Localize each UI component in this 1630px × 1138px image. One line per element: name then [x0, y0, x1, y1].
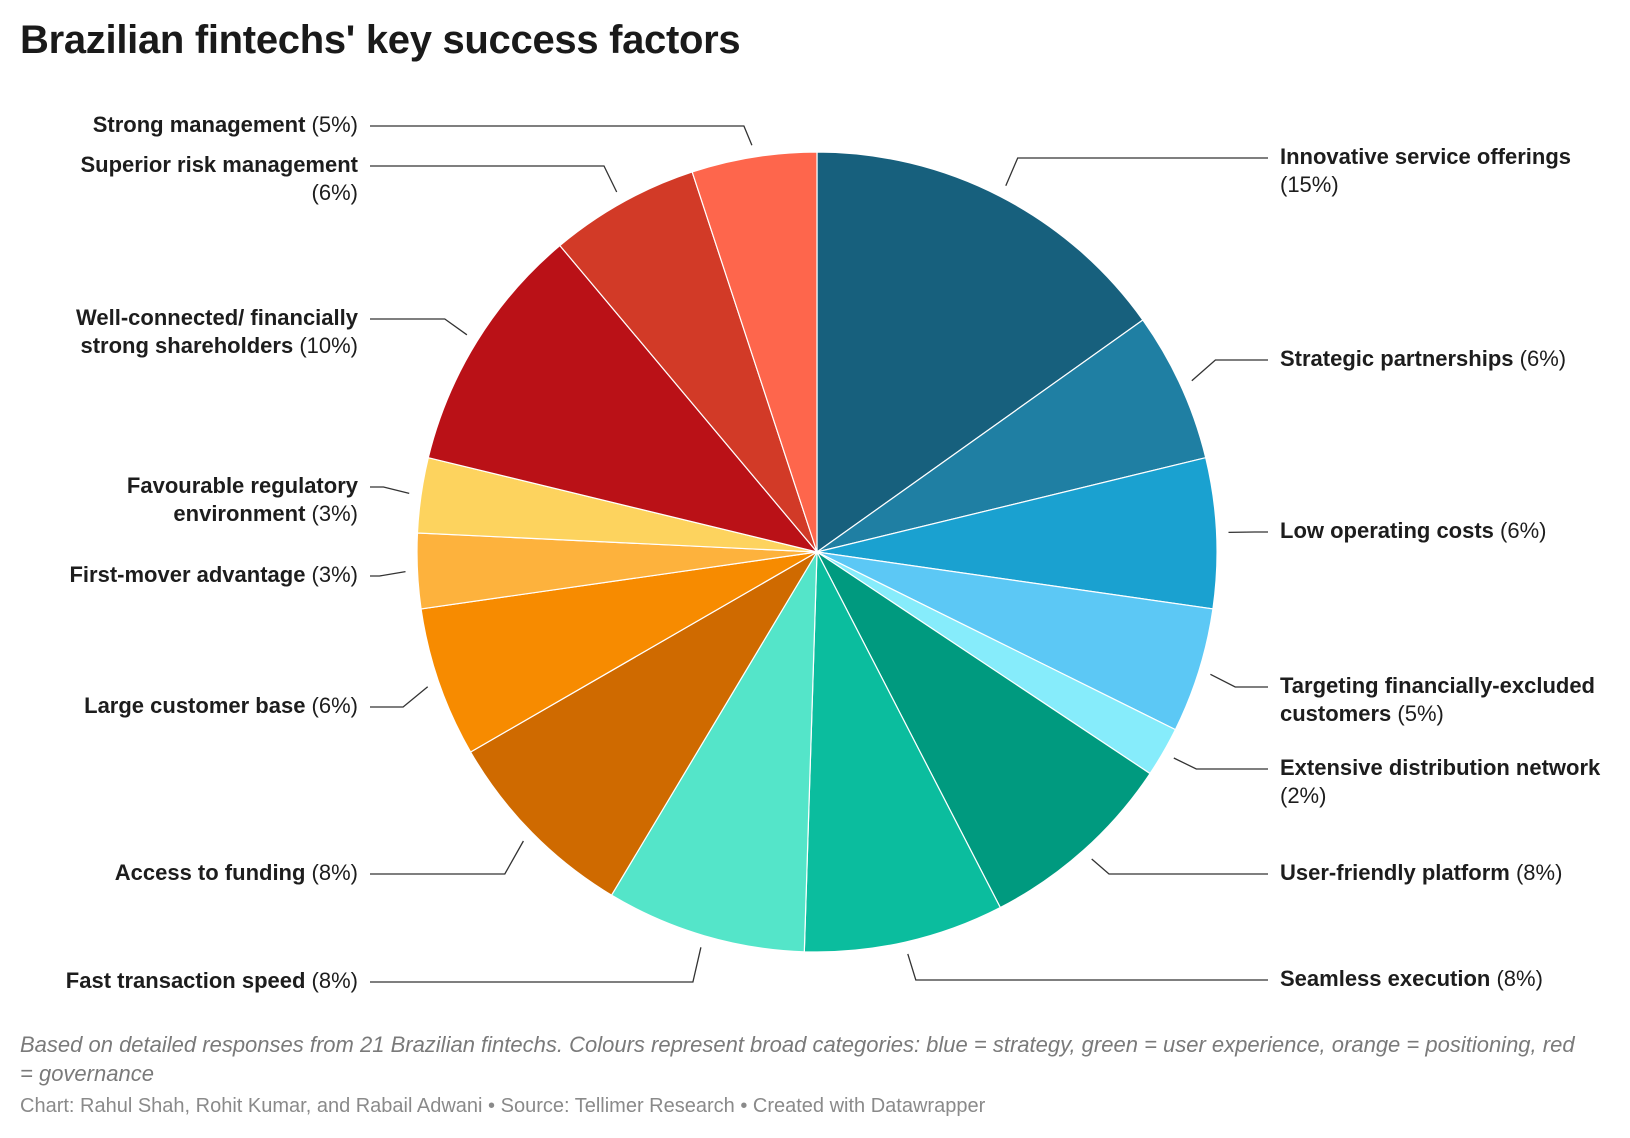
leader-lines: [370, 125, 1268, 983]
slice-label: Strategic partnerships (6%): [1280, 346, 1566, 371]
leader-line: [370, 125, 753, 146]
slice-label: Targeting financially-excluded customers …: [1280, 673, 1595, 726]
pie-slice[interactable]: [815, 550, 1151, 909]
leader-line: [1091, 858, 1268, 875]
chart-credits: Chart: Rahul Shah, Rohit Kumar, and Raba…: [20, 1095, 986, 1117]
slice-labels: Innovative service offerings (15%) Strateg…: [66, 112, 1601, 993]
leader-line: [370, 947, 702, 983]
slice-label: Superior risk management (6%): [80, 152, 358, 205]
pie-slices: [416, 151, 1218, 953]
slice-label: Strong management (5%): [93, 112, 358, 137]
chart-notes: Based on detailed responses from 21 Braz…: [20, 1032, 1575, 1086]
slice-label: Extensive distribution network (2%): [1280, 755, 1601, 808]
slice-label: First-mover advantage (3%): [69, 562, 358, 587]
leader-line: [907, 953, 1268, 981]
slice-label: Innovative service offerings (15%): [1280, 144, 1571, 197]
pie-slice[interactable]: [559, 171, 818, 553]
pie-slice[interactable]: [691, 151, 818, 553]
leader-line: [370, 486, 410, 495]
leader-line: [1191, 359, 1268, 382]
leader-line: [1005, 157, 1268, 187]
pie-slice[interactable]: [469, 550, 819, 897]
slice-label: Large customer base (6%): [84, 693, 358, 718]
slice-label: Low operating costs (6%): [1280, 518, 1546, 543]
leader-line: [370, 165, 618, 193]
chart-title: Brazilian fintechs' key success factors: [20, 18, 741, 62]
slice-label: Fast transaction speed (8%): [66, 968, 358, 993]
leader-line: [370, 686, 429, 708]
pie-slice[interactable]: [816, 151, 1144, 554]
pie-slice[interactable]: [816, 319, 1207, 553]
pie-slice[interactable]: [816, 456, 1218, 610]
slice-label: Access to funding (8%): [115, 860, 358, 885]
pie-slice[interactable]: [420, 551, 818, 753]
leader-line: [370, 318, 468, 336]
pie-slice[interactable]: [610, 549, 818, 953]
leader-line: [1210, 673, 1268, 688]
leader-line: [1173, 757, 1268, 770]
pie-slice[interactable]: [427, 244, 819, 554]
leader-line: [370, 570, 406, 577]
slice-label: User-friendly platform (8%): [1280, 860, 1562, 885]
pie-slice[interactable]: [803, 549, 1002, 953]
slice-label: Favourable regulatory environment (3%): [127, 473, 359, 526]
slice-label: Well-connected/ financially strong shareh…: [76, 305, 359, 358]
slice-label: Seamless execution (8%): [1280, 966, 1543, 991]
leader-line: [370, 840, 524, 875]
